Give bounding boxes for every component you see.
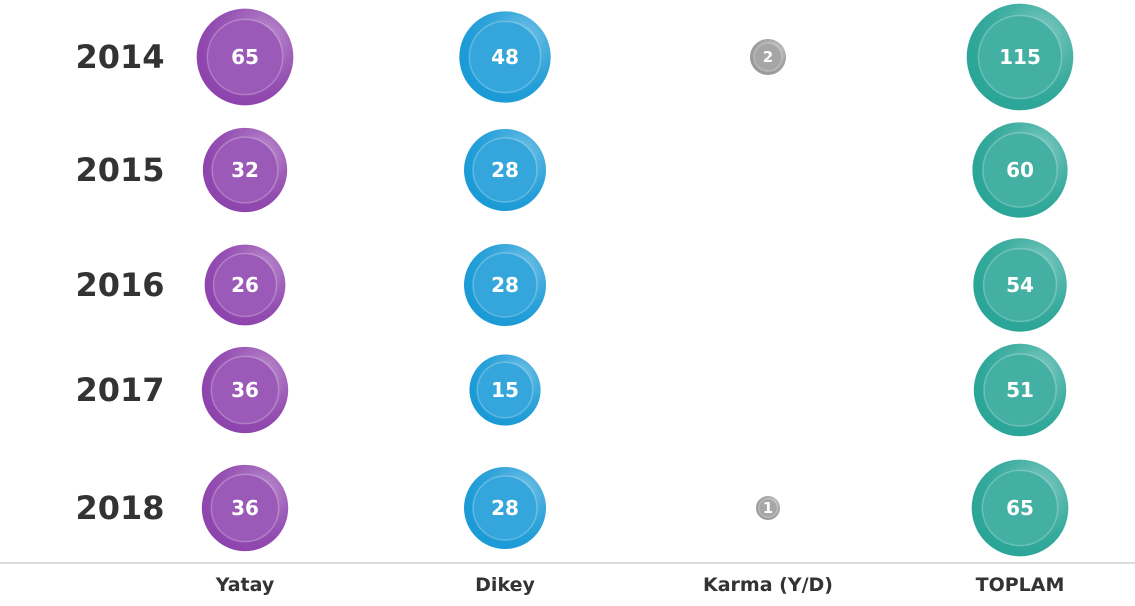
value-label: 2	[763, 48, 773, 66]
bubble-inner-shine	[758, 498, 778, 518]
bubble-inner	[981, 469, 1059, 547]
year-label: 2015	[75, 151, 164, 189]
value-label: 28	[491, 273, 519, 297]
bubble-inner	[210, 473, 280, 543]
bubble-inner-shine	[983, 248, 1057, 322]
year-label: 2014	[75, 38, 164, 76]
bubble-inner-shine	[211, 474, 279, 542]
column-label: Dikey	[475, 574, 535, 596]
bubble-inner	[982, 247, 1058, 323]
bubble-inner-shine	[212, 137, 278, 203]
value-label: 26	[231, 273, 259, 297]
bubble-inner-shine	[213, 253, 277, 317]
bubble-inner-shine	[983, 353, 1057, 427]
value-label: 28	[491, 158, 519, 182]
year-label: 2018	[75, 489, 164, 527]
bubble-inner	[753, 42, 783, 72]
bubble-inner-shine	[473, 138, 537, 202]
bubble-inner-shine	[982, 132, 1058, 208]
value-label: 28	[491, 496, 519, 520]
value-label: 54	[1006, 273, 1034, 297]
bubble-inner-shine	[469, 21, 541, 93]
year-label: 2016	[75, 266, 164, 304]
bubble-inner-shine	[753, 42, 783, 72]
bubble-inner-shine	[473, 476, 537, 540]
bubble-inner-shine	[211, 356, 279, 424]
bubble-inner	[472, 475, 538, 541]
bubble-inner	[757, 497, 779, 519]
column-label: Yatay	[215, 574, 275, 596]
value-label: 60	[1006, 158, 1034, 182]
value-label: 15	[491, 378, 519, 402]
bubble-inner	[206, 18, 284, 96]
value-label: 36	[231, 378, 259, 402]
value-label: 115	[999, 45, 1041, 69]
value-label: 65	[1006, 496, 1034, 520]
bubble-inner	[983, 353, 1057, 427]
bubble-inner-shine	[207, 19, 283, 95]
value-label: 32	[231, 158, 259, 182]
bubble-inner	[472, 252, 538, 318]
value-label: 48	[491, 45, 519, 69]
column-label: TOPLAM	[976, 574, 1065, 596]
year-label: 2017	[75, 371, 164, 409]
bubble-inner-shine	[473, 253, 537, 317]
bubble-inner-shine	[477, 362, 533, 418]
value-label: 51	[1006, 378, 1034, 402]
bubble-inner-shine	[982, 470, 1058, 546]
bubble-inner	[982, 132, 1058, 208]
bubble-inner	[468, 20, 542, 94]
value-label: 65	[231, 45, 259, 69]
bubble-inner	[211, 136, 279, 204]
bubble-inner-shine	[978, 15, 1062, 99]
value-label: 36	[231, 496, 259, 520]
bubble-inner	[210, 355, 280, 425]
value-label: 1	[763, 499, 773, 517]
column-label: Karma (Y/D)	[703, 574, 833, 596]
bubble-inner	[212, 252, 278, 318]
bubble-inner	[472, 137, 538, 203]
bubble-inner	[977, 14, 1063, 100]
bubble-inner	[476, 361, 534, 419]
